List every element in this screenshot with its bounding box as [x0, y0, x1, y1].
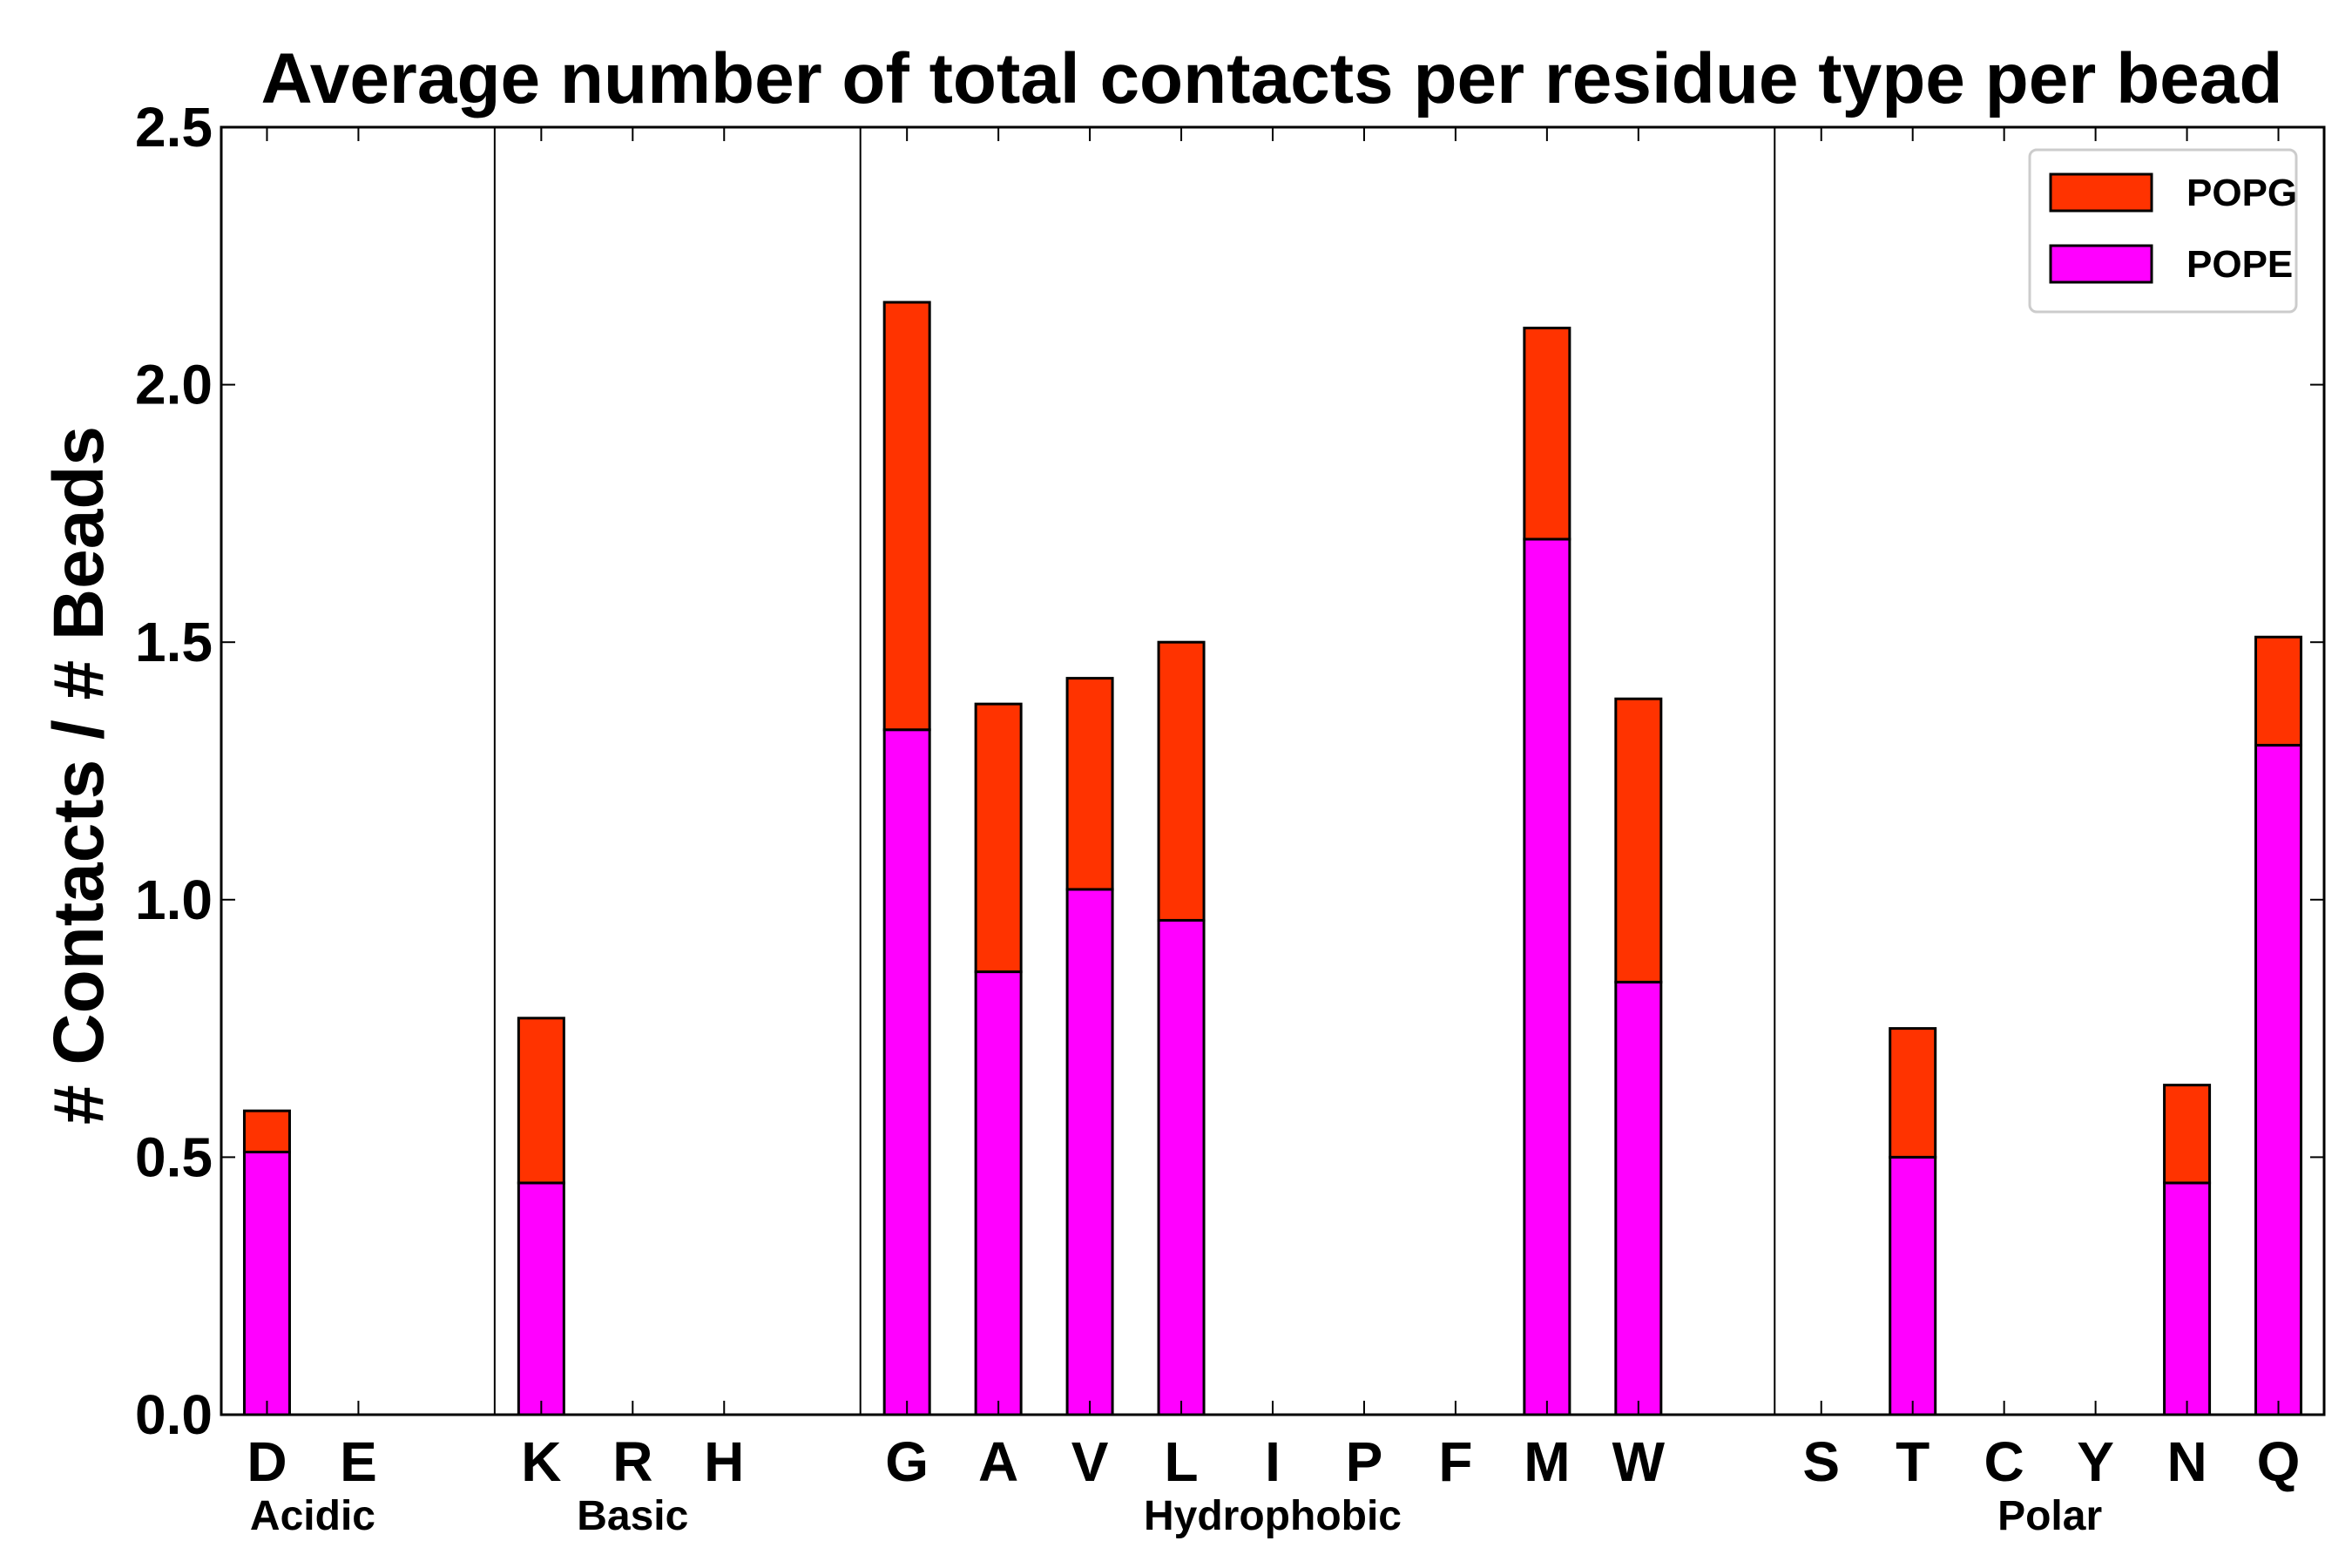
bar-pope-T: [1889, 1155, 1937, 1416]
bar-pope-N: [2163, 1181, 2212, 1416]
bar-pope-M: [1523, 537, 1571, 1416]
bar-popg-G: [882, 301, 931, 732]
x-tick-label: Q: [2257, 1430, 2301, 1493]
x-tick-label: S: [1802, 1430, 1840, 1493]
y-tick-label: 0.5: [135, 1125, 213, 1188]
bar-pope-D: [242, 1150, 291, 1416]
legend-label-pope: POPE: [2186, 243, 2293, 286]
y-tick-label: 2.0: [135, 354, 213, 416]
x-tick-label: L: [1164, 1430, 1198, 1493]
x-tick-label: Y: [2077, 1430, 2114, 1493]
bar-pope-V: [1065, 888, 1114, 1416]
y-tick-label: 1.0: [135, 868, 213, 931]
y-tick-label: 2.5: [135, 96, 213, 159]
x-tick-label: D: [247, 1430, 287, 1493]
x-tick-label: C: [1984, 1430, 2024, 1493]
bar-popg-K: [517, 1017, 565, 1185]
chart-title: Average number of total contacts per res…: [261, 39, 2283, 118]
legend-swatch-popg: [2049, 172, 2153, 213]
bar-popg-M: [1523, 327, 1571, 541]
x-tick-label: E: [340, 1430, 377, 1493]
legend-label-popg: POPG: [2186, 172, 2297, 214]
group-label-hydrophobic: Hydrophobic: [1144, 1493, 1402, 1539]
group-label-acidic: Acidic: [250, 1493, 375, 1539]
x-tick-label: N: [2166, 1430, 2207, 1493]
bar-popg-T: [1889, 1027, 1937, 1159]
x-tick-label: V: [1071, 1430, 1109, 1493]
bar-popg-V: [1065, 677, 1114, 891]
x-tick-label: P: [1346, 1430, 1383, 1493]
y-axis-label: # Contacts / # Beads: [39, 426, 118, 1125]
bar-pope-K: [517, 1181, 565, 1416]
y-tick-label: 0.0: [135, 1383, 213, 1446]
legend: POPG POPE: [2028, 148, 2298, 314]
axes-frame: [220, 125, 2326, 1416]
legend-swatch-pope: [2049, 244, 2153, 284]
x-tick-label: M: [1524, 1430, 1570, 1493]
plot-area: 0.0 0.5 1.0 1.5 2.0 2.5 D E K R H G A V L I P F M W S T C Y N Q Ac…: [135, 96, 2326, 1539]
x-tick-label: T: [1896, 1430, 1930, 1493]
bar-popg-N: [2163, 1084, 2212, 1185]
bar-popg-Q: [2254, 635, 2303, 747]
x-tick-label: H: [704, 1430, 744, 1493]
bar-pope-W: [1614, 980, 1663, 1416]
bar-popg-D: [242, 1109, 291, 1153]
x-tick-label: I: [1265, 1430, 1281, 1493]
bar-popg-L: [1157, 640, 1206, 922]
bar-popg-W: [1614, 697, 1663, 983]
bar-popg-A: [974, 702, 1023, 974]
x-tick-label: A: [978, 1430, 1018, 1493]
bar-pope-L: [1157, 918, 1206, 1416]
x-tick-label: F: [1438, 1430, 1472, 1493]
group-label-polar: Polar: [1997, 1493, 2102, 1539]
bar-pope-A: [974, 970, 1023, 1416]
bar-pope-G: [882, 728, 931, 1416]
x-tick-label: K: [521, 1430, 561, 1493]
y-tick-label: 1.5: [135, 611, 213, 673]
x-tick-label: G: [885, 1430, 929, 1493]
group-label-basic: Basic: [577, 1493, 688, 1539]
bar-pope-Q: [2254, 743, 2303, 1416]
x-tick-label: R: [612, 1430, 652, 1493]
x-tick-label: W: [1612, 1430, 1666, 1493]
